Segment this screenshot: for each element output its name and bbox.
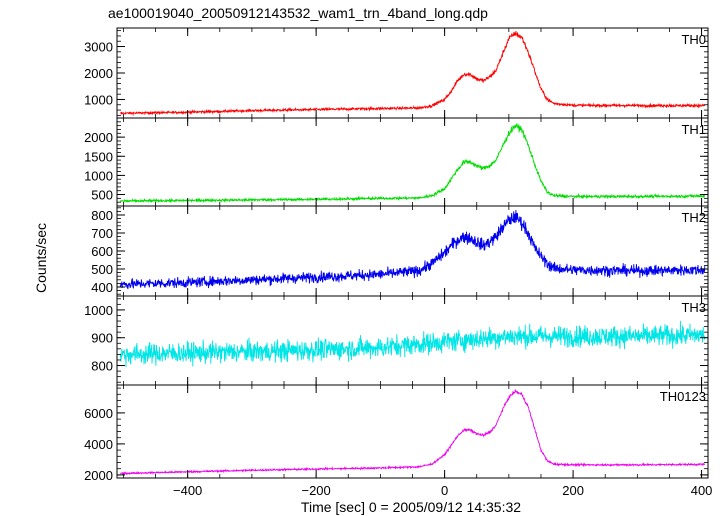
y-tick-label: 800 xyxy=(91,208,113,223)
y-tick-label: 1000 xyxy=(84,92,113,107)
y-tick-label: 4000 xyxy=(84,437,113,452)
y-tick-label: 1500 xyxy=(84,149,113,164)
panels-group: 100020003000TH0500100015002000TH14005006… xyxy=(84,27,713,498)
y-tick-label: 500 xyxy=(91,188,113,203)
y-tick-label: 2000 xyxy=(84,130,113,145)
series-line-th1 xyxy=(119,122,706,204)
series-line-th2 xyxy=(119,209,706,290)
y-tick-label: 500 xyxy=(91,262,113,277)
y-tick-label: 600 xyxy=(91,244,113,259)
panel-frame-th1 xyxy=(116,117,709,207)
panel-label-th2: TH2 xyxy=(681,210,706,225)
y-tick-label: 1000 xyxy=(84,168,113,183)
x-tick-label: 400 xyxy=(691,483,713,498)
x-tick-label: 0 xyxy=(441,483,448,498)
y-tick-label: 2000 xyxy=(84,66,113,81)
chart-title: ae100019040_20050912143532_wam1_trn_4ban… xyxy=(108,5,488,21)
y-tick-label: 6000 xyxy=(84,406,113,421)
y-tick-label: 3000 xyxy=(84,40,113,55)
panel-label-th3: TH3 xyxy=(681,300,706,315)
y-axis-title: Counts/sec xyxy=(33,223,49,293)
panel-label-th0: TH0 xyxy=(681,32,706,47)
panel-label-th0123: TH0123 xyxy=(660,389,706,404)
panel-frame-th0123 xyxy=(116,384,709,479)
series-line-th0 xyxy=(119,31,706,116)
x-tick-label: −200 xyxy=(301,483,330,498)
x-tick-label: 200 xyxy=(562,483,584,498)
x-axis-title: Time [sec] 0 = 2005/09/12 14:35:32 xyxy=(301,499,521,515)
y-tick-label: 2000 xyxy=(84,468,113,483)
panel-label-th1: TH1 xyxy=(681,122,706,137)
series-line-th3 xyxy=(119,320,706,368)
y-tick-label: 1000 xyxy=(84,303,113,318)
y-tick-label: 800 xyxy=(91,359,113,374)
x-tick-label: −400 xyxy=(173,483,202,498)
y-tick-label: 700 xyxy=(91,226,113,241)
y-tick-label: 400 xyxy=(91,280,113,295)
y-tick-label: 900 xyxy=(91,331,113,346)
series-line-th0123 xyxy=(119,389,706,476)
